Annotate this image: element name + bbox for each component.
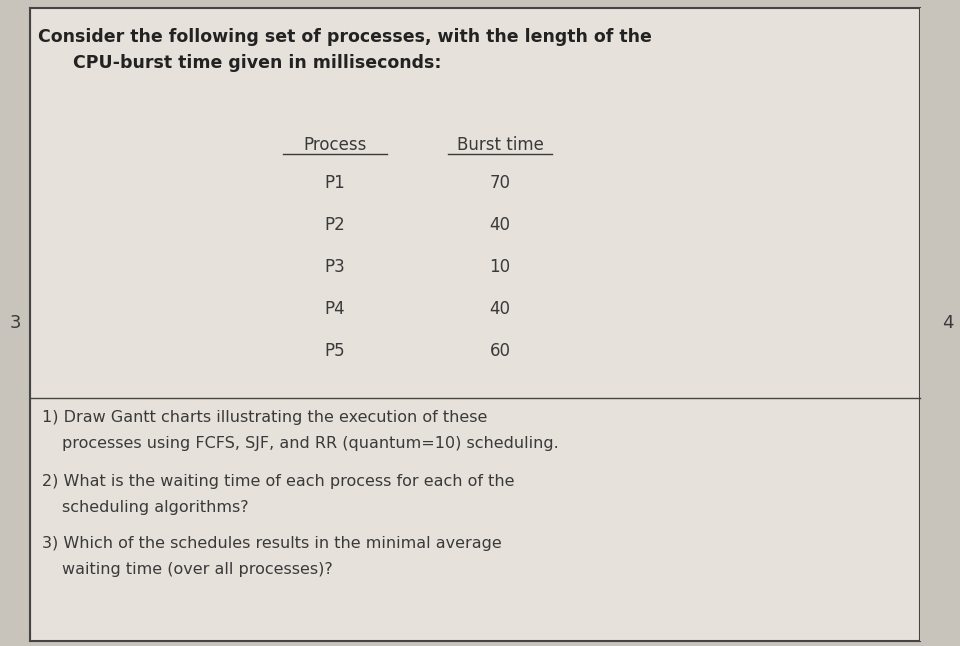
Bar <box>0 8 30 641</box>
Text: Process: Process <box>303 136 367 154</box>
Text: P2: P2 <box>324 216 346 234</box>
Bar <box>920 8 960 641</box>
Text: 3: 3 <box>10 314 21 332</box>
Text: P3: P3 <box>324 258 346 276</box>
Text: 3) Which of the schedules results in the minimal average: 3) Which of the schedules results in the… <box>42 536 502 551</box>
Text: 40: 40 <box>490 300 511 318</box>
Text: scheduling algorithms?: scheduling algorithms? <box>62 500 249 515</box>
Text: P4: P4 <box>324 300 346 318</box>
Text: P1: P1 <box>324 174 346 192</box>
Text: Burst time: Burst time <box>457 136 543 154</box>
Text: 60: 60 <box>490 342 511 360</box>
Text: 10: 10 <box>490 258 511 276</box>
Text: 70: 70 <box>490 174 511 192</box>
Text: P5: P5 <box>324 342 346 360</box>
Text: 4: 4 <box>943 314 953 332</box>
Text: waiting time (over all processes)?: waiting time (over all processes)? <box>62 562 333 577</box>
Text: processes using FCFS, SJF, and RR (quantum=10) scheduling.: processes using FCFS, SJF, and RR (quant… <box>62 436 559 451</box>
Text: Consider the following set of processes, with the length of the: Consider the following set of processes,… <box>38 28 652 46</box>
Text: 2) What is the waiting time of each process for each of the: 2) What is the waiting time of each proc… <box>42 474 515 489</box>
Text: 40: 40 <box>490 216 511 234</box>
Text: CPU-burst time given in milliseconds:: CPU-burst time given in milliseconds: <box>73 54 442 72</box>
Text: 1) Draw Gantt charts illustrating the execution of these: 1) Draw Gantt charts illustrating the ex… <box>42 410 488 425</box>
